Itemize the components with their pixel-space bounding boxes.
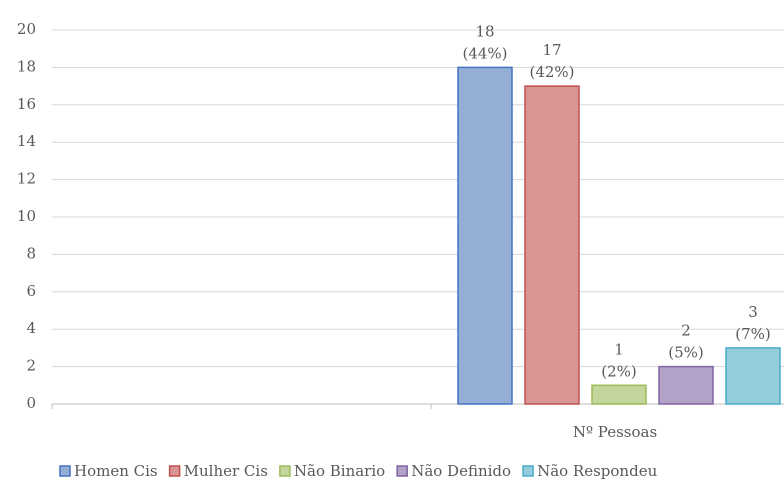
- bar: [591, 384, 647, 405]
- data-label: (2%): [601, 362, 637, 380]
- legend-label: Mulher Cis: [184, 462, 268, 480]
- legend-label: Não Definido: [411, 462, 511, 480]
- data-label: 18: [475, 22, 494, 40]
- data-label: (42%): [529, 63, 574, 81]
- legend-label: Homen Cis: [74, 462, 158, 480]
- data-label: 17: [542, 41, 561, 59]
- legend-swatch: [59, 465, 71, 477]
- y-tick-label: 12: [17, 170, 36, 188]
- y-tick-label: 18: [17, 57, 36, 75]
- bar: [725, 347, 781, 405]
- legend-swatch: [279, 465, 291, 477]
- x-tick-label: Nº Pessoas: [573, 423, 657, 441]
- y-tick-label: 0: [26, 394, 36, 412]
- data-label: 2: [681, 322, 691, 340]
- y-tick-label: 6: [26, 282, 36, 300]
- data-label: 3: [748, 303, 758, 321]
- y-tick-label: 20: [17, 20, 36, 38]
- y-tick-label: 14: [17, 132, 36, 150]
- data-label: 1: [614, 340, 624, 358]
- y-tick-label: 4: [26, 319, 36, 337]
- bar: [658, 365, 714, 405]
- legend-swatch: [522, 465, 534, 477]
- y-tick-label: 10: [17, 207, 36, 225]
- legend-label: Não Binario: [294, 462, 385, 480]
- legend-swatch: [396, 465, 408, 477]
- legend-swatch: [168, 465, 181, 477]
- data-label: (44%): [462, 44, 507, 62]
- data-label: (5%): [668, 344, 704, 362]
- legend-label: Não Respondeu: [537, 462, 658, 480]
- bar: [457, 66, 513, 405]
- y-tick-label: 16: [17, 95, 36, 113]
- y-tick-label: 2: [26, 357, 36, 375]
- bar: [524, 85, 580, 405]
- y-tick-label: 8: [26, 244, 36, 262]
- data-label: (7%): [735, 325, 771, 343]
